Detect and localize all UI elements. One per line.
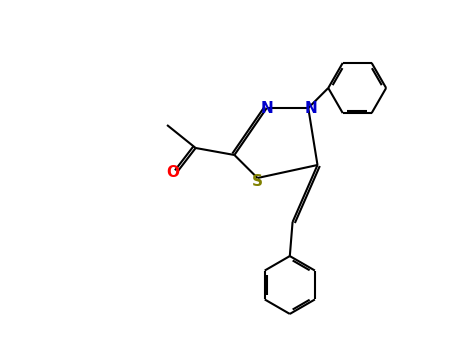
Text: S: S — [252, 174, 263, 189]
Text: N: N — [304, 100, 317, 116]
Text: N: N — [260, 100, 273, 116]
Text: O: O — [166, 164, 179, 180]
